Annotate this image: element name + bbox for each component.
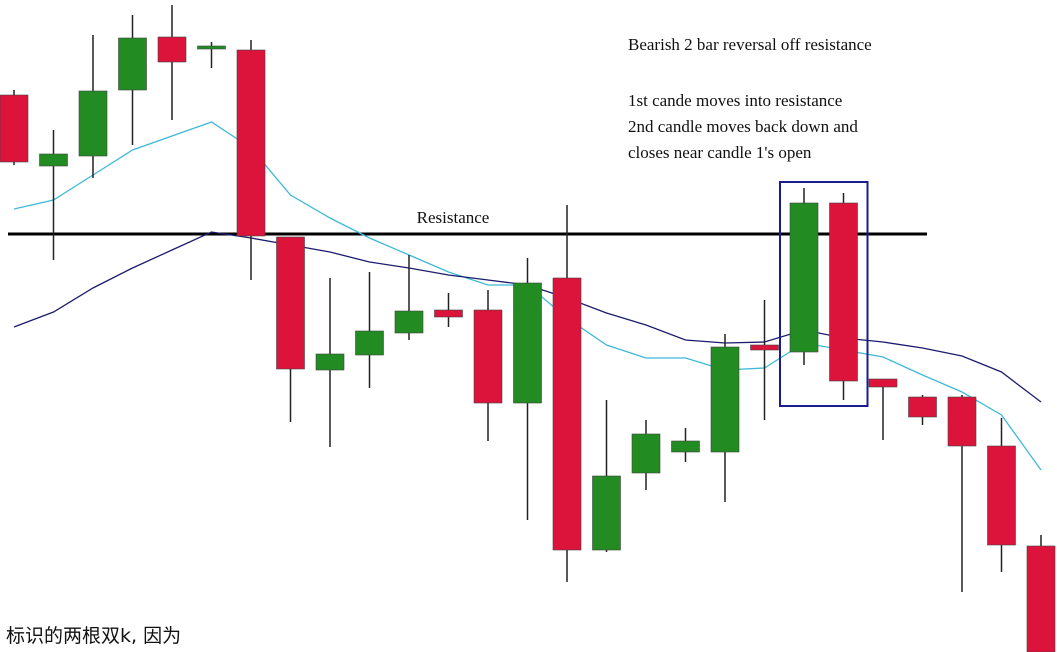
- candle-body: [631, 433, 661, 474]
- candle-body: [789, 202, 819, 353]
- candle-body: [473, 309, 503, 404]
- candle-body: [394, 310, 424, 334]
- candle-body: [197, 45, 226, 50]
- candle-body: [434, 309, 463, 318]
- candle-body: [157, 36, 187, 63]
- caption: 标识的两根双k, 因为: [6, 625, 181, 647]
- annotation-line: 2nd candle moves back down and: [628, 117, 858, 136]
- candle-body: [78, 90, 108, 157]
- candle-body: [39, 153, 68, 167]
- candle-body: [592, 475, 621, 551]
- annotation-title: Bearish 2 bar reversal off resistance: [628, 35, 872, 54]
- annotation-line: 1st cande moves into resistance: [628, 91, 842, 110]
- candle-body: [710, 346, 740, 453]
- candle-body: [513, 282, 542, 404]
- resistance-label: Resistance: [417, 208, 490, 227]
- candle-body: [552, 277, 582, 551]
- candle-body: [276, 236, 305, 370]
- candle-body: [0, 94, 29, 163]
- candle-body: [671, 440, 700, 453]
- candle-body: [908, 396, 937, 418]
- candle-body: [315, 353, 345, 371]
- candle-body: [355, 330, 384, 356]
- candle-body: [829, 202, 858, 382]
- candle-body: [987, 445, 1016, 546]
- candle-body: [947, 396, 977, 447]
- annotation-line: closes near candle 1's open: [628, 143, 812, 162]
- candle-body: [1026, 545, 1056, 652]
- candle-body: [118, 37, 147, 91]
- candle-body: [750, 344, 779, 351]
- candle-body: [236, 49, 266, 237]
- candle-body: [868, 378, 898, 388]
- highlight-box: [779, 181, 869, 407]
